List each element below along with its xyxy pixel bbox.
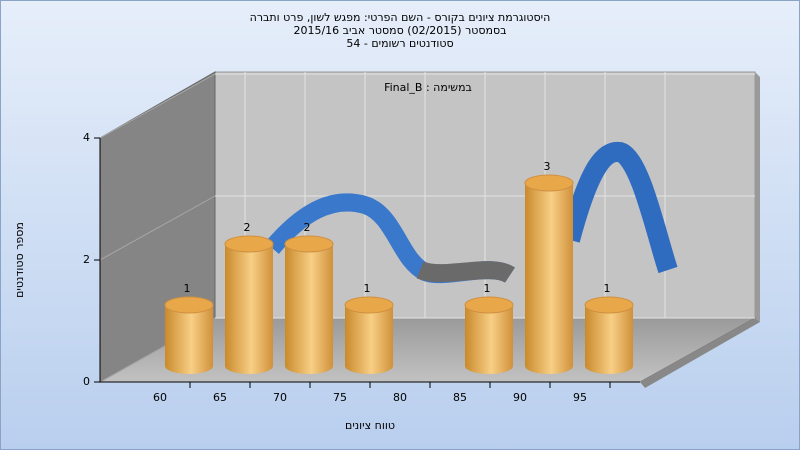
value-label: 1 xyxy=(484,282,491,295)
bar xyxy=(285,244,333,366)
bar xyxy=(525,183,573,366)
bar xyxy=(465,305,513,366)
bar-top xyxy=(584,296,634,314)
x-tick-label: 85 xyxy=(453,391,467,404)
bar-base xyxy=(165,358,213,374)
curve-ribbon-shadow xyxy=(416,261,515,284)
bar-top xyxy=(224,235,274,253)
bar-top xyxy=(284,235,334,253)
floor-edge xyxy=(640,318,760,388)
value-label: 1 xyxy=(604,282,611,295)
bar-base xyxy=(525,358,573,374)
chart-title: היסטוגרמת ציונים בקורס - השם הפרטי: מפגש… xyxy=(250,11,551,24)
bar-base xyxy=(465,358,513,374)
chart-subtitle: סטודנטים רשומים - 54 xyxy=(346,37,453,50)
grid-line xyxy=(99,195,216,261)
bar-group xyxy=(344,296,394,374)
bar-base xyxy=(225,358,273,374)
x-tick-label: 65 xyxy=(213,391,227,404)
value-label: 1 xyxy=(364,282,371,295)
y-axis-label: מספר סטודנטים xyxy=(13,222,26,298)
bar-group xyxy=(464,296,514,374)
x-tick-label: 70 xyxy=(273,391,287,404)
x-tick-label: 60 xyxy=(153,391,167,404)
bar-group xyxy=(584,296,634,374)
chart-subtitle: בסמסטר (02/2015) סמסטר אביב 2015/16 xyxy=(293,24,506,37)
bar-top xyxy=(344,296,394,314)
bar-group xyxy=(284,235,334,374)
x-tick-label: 80 xyxy=(393,391,407,404)
value-label: 3 xyxy=(544,160,551,173)
bar xyxy=(585,305,633,366)
grid-line xyxy=(99,73,216,139)
x-tick-label: 95 xyxy=(573,391,587,404)
bar-group xyxy=(224,235,274,374)
bar xyxy=(165,305,213,366)
bar-base xyxy=(285,358,333,374)
bar xyxy=(345,305,393,366)
value-label: 2 xyxy=(304,221,311,234)
bar-group xyxy=(164,296,214,374)
bar xyxy=(225,244,273,366)
bar-group xyxy=(524,174,574,374)
y-tick-label: 2 xyxy=(83,253,90,266)
bar-top xyxy=(464,296,514,314)
y-tick-label: 4 xyxy=(83,131,90,144)
bar-base xyxy=(345,358,393,374)
value-label: 1 xyxy=(184,282,191,295)
x-tick-label: 75 xyxy=(333,391,347,404)
bar-top xyxy=(524,174,574,192)
y-tick-label: 0 xyxy=(83,375,90,388)
x-axis-label: טווח ציונים xyxy=(345,419,395,432)
bar-top xyxy=(164,296,214,314)
x-tick-label: 90 xyxy=(513,391,527,404)
bar-base xyxy=(585,358,633,374)
value-label: 2 xyxy=(244,221,251,234)
curve-ribbon xyxy=(560,141,678,274)
annotation: במשימה : Final_B xyxy=(384,81,472,94)
